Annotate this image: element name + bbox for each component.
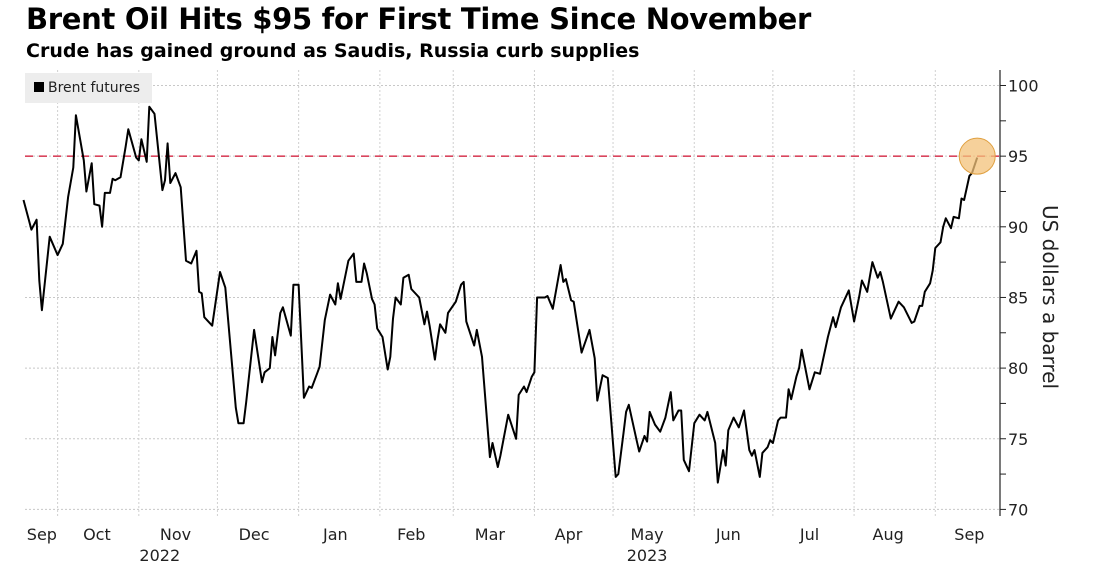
y-axis: 70 75 80 85 90 95 100 bbox=[1000, 77, 1039, 519]
y-tick-label: 75 bbox=[1008, 430, 1028, 449]
y-tick-label: 80 bbox=[1008, 359, 1028, 378]
brent-futures-line bbox=[22, 105, 979, 484]
y-tick-label: 100 bbox=[1008, 77, 1039, 96]
y-axis-label: US dollars a barrel bbox=[1038, 205, 1062, 389]
y-tick-label: 90 bbox=[1008, 218, 1028, 237]
x-tick-label: Sep bbox=[954, 525, 984, 544]
x-tick-label: Dec bbox=[239, 525, 270, 544]
y-tick-label: 85 bbox=[1008, 288, 1028, 307]
highlight-circle bbox=[958, 137, 996, 175]
x-tick-label: Nov bbox=[160, 525, 191, 544]
x-axis: Sep Oct Nov Dec Jan Feb Mar Apr May Jun Jul Aug Sep 2… bbox=[27, 525, 985, 565]
x-tick-label: Aug bbox=[873, 525, 904, 544]
x-year-label: 2022 bbox=[139, 546, 180, 565]
x-tick-label: May bbox=[631, 525, 664, 544]
y-tick-label: 95 bbox=[1008, 147, 1028, 166]
chart-subtitle: Crude has gained ground as Saudis, Russi… bbox=[26, 40, 640, 62]
x-tick-label: Sep bbox=[27, 525, 57, 544]
x-tick-label: Jun bbox=[715, 525, 741, 544]
legend-background bbox=[25, 73, 152, 103]
y-tick-label: 70 bbox=[1008, 500, 1028, 519]
x-tick-label: Apr bbox=[555, 525, 583, 544]
gridlines bbox=[25, 70, 1000, 516]
x-tick-label: Jul bbox=[799, 525, 819, 544]
x-tick-label: Jan bbox=[322, 525, 348, 544]
x-tick-label: Mar bbox=[475, 525, 506, 544]
legend-label: Brent futures bbox=[48, 80, 140, 96]
legend-swatch bbox=[34, 82, 44, 92]
x-tick-label: Oct bbox=[83, 525, 111, 544]
legend: Brent futures bbox=[25, 73, 152, 103]
x-tick-label: Feb bbox=[397, 525, 425, 544]
chart-title: Brent Oil Hits $95 for First Time Since … bbox=[26, 2, 812, 36]
x-year-label: 2023 bbox=[627, 546, 668, 565]
